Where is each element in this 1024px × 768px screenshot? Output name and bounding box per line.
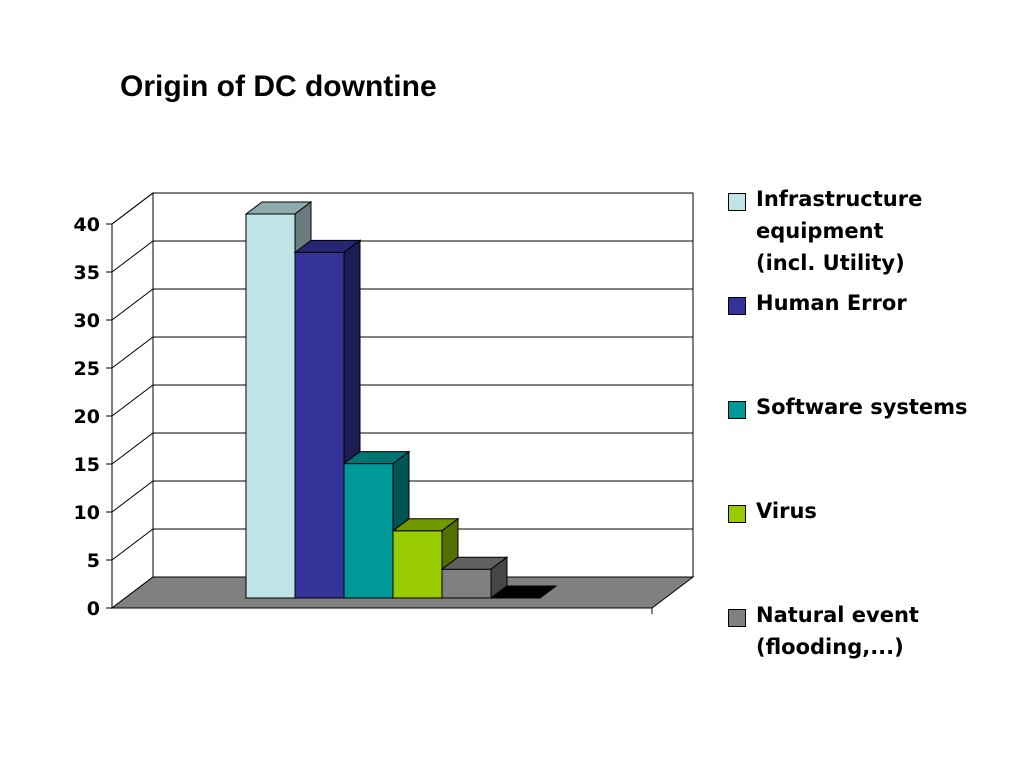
legend-label: Software systems <box>756 395 968 419</box>
gridline-side <box>111 432 154 465</box>
legend-item: Software systems <box>728 395 1016 423</box>
legend-label: Natural event (flooding,...) <box>756 603 919 659</box>
gridline-side <box>111 528 154 561</box>
legend-item: Natural event (flooding,...) <box>728 603 1016 663</box>
legend-item: Virus <box>728 499 1016 527</box>
bar-side <box>539 585 557 599</box>
gridline-side <box>111 288 154 321</box>
y-tick-label: 15 <box>74 454 100 476</box>
legend-swatch <box>728 297 746 315</box>
y-axis: 0 5 10 15 20 25 30 35 40 <box>74 214 653 620</box>
bar-front <box>343 463 394 599</box>
y-tick-label: 0 <box>87 598 100 620</box>
bars <box>244 201 558 599</box>
gridline-side <box>111 192 154 225</box>
bar-front <box>392 530 443 599</box>
legend-swatch <box>728 505 746 523</box>
gridline-side <box>111 336 154 369</box>
gridline-side <box>111 240 154 273</box>
y-tick-label: 25 <box>74 358 100 380</box>
y-tick-label: 40 <box>74 214 100 236</box>
chart-title: Origin of DC downtine <box>120 70 437 103</box>
legend-label: Human Error <box>756 291 907 315</box>
y-tick-label: 20 <box>74 406 100 428</box>
y-tick-label: 35 <box>74 262 100 284</box>
y-tick-label: 10 <box>74 502 100 524</box>
bar <box>440 556 509 599</box>
legend-label: Virus <box>756 499 817 523</box>
legend-item: Human Error <box>728 291 1016 319</box>
gridline-side <box>111 480 154 513</box>
legend-item: Infrastructure equipment (incl. Utility) <box>728 187 946 279</box>
y-tick-label: 30 <box>74 310 100 332</box>
bar-front <box>294 251 345 599</box>
bar-front <box>245 213 296 599</box>
bar <box>489 585 558 599</box>
gridlines <box>111 192 693 561</box>
legend-label: Infrastructure equipment (incl. Utility) <box>756 187 923 275</box>
legend-swatch <box>728 401 746 419</box>
legend-swatch <box>728 609 746 627</box>
y-tick-label: 5 <box>87 550 100 572</box>
legend-swatch <box>728 193 746 211</box>
bar-front <box>441 568 492 599</box>
gridline-side <box>111 384 154 417</box>
